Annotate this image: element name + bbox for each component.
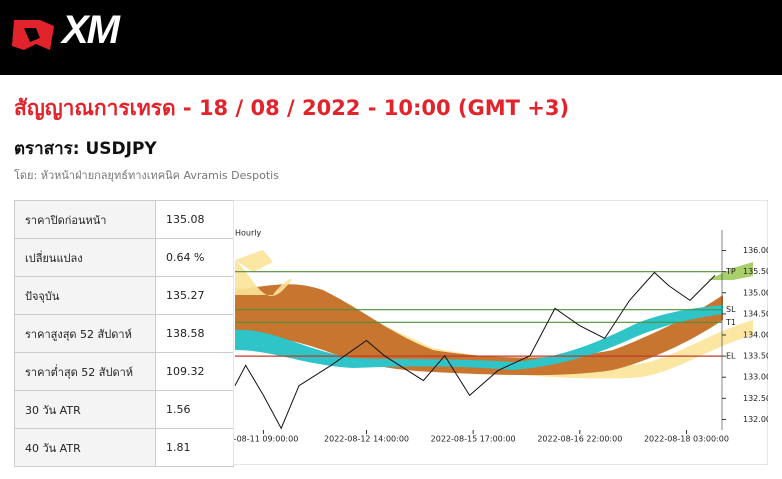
x-tick-label: 2022-08-12 14:00:00	[324, 435, 409, 444]
y-tick-label: 133.50	[743, 352, 768, 361]
table-row: เปลี่ยนแปลง 0.64 %	[14, 238, 234, 277]
row-label: 40 วัน ATR	[14, 428, 156, 467]
level-label: SL	[726, 305, 736, 314]
row-label: 30 วัน ATR	[14, 390, 156, 429]
y-tick-label: 132.50	[743, 394, 768, 403]
x-tick-label: 2022-08-16 22:00:00	[537, 435, 622, 444]
row-value: 135.27	[155, 276, 234, 315]
table-row: ราคาสูงสุด 52 สัปดาห์ 138.58	[14, 314, 234, 353]
chart: Hourly 132.00 132.50 133.00 133.50 134.00 134.…	[233, 200, 768, 465]
x-tick-label: 2-08-11 09:00:00	[233, 435, 298, 444]
table-row: 40 วัน ATR 1.81	[14, 428, 234, 467]
instrument: ตราสาร: USDJPY	[14, 139, 157, 159]
row-label: ราคาต่ำสุด 52 สัปดาห์	[14, 352, 156, 391]
y-tick-label: 132.00	[743, 415, 768, 424]
y-tick-label: 135.50	[743, 267, 768, 276]
row-label: ราคาปิดก่อนหน้า	[14, 200, 156, 239]
level-label: TP	[725, 267, 736, 276]
trend-arrow	[708, 262, 753, 280]
row-value: 1.81	[155, 428, 234, 467]
info-table: ราคาปิดก่อนหน้า 135.08 เปลี่ยนแปลง 0.64 % ปั…	[14, 200, 234, 467]
x-tick-label: 2022-08-15 17:00:00	[431, 435, 516, 444]
y-tick-label: 134.00	[743, 331, 768, 340]
row-label: เปลี่ยนแปลง	[14, 238, 156, 277]
ribbon	[235, 284, 723, 376]
row-value: 135.08	[155, 200, 234, 239]
ribbon	[235, 305, 723, 370]
y-tick-label: 135.00	[743, 288, 768, 297]
author: โดย: หัวหน้าฝ่ายกลยุทธ์ทางเทคนิค Avramis…	[14, 169, 279, 182]
row-value: 1.56	[155, 390, 234, 429]
x-tick-label: 2022-08-18 03:00:00	[644, 435, 729, 444]
y-tick-label: 136.00	[743, 246, 768, 255]
row-value: 109.32	[155, 352, 234, 391]
table-row: ราคาปิดก่อนหน้า 135.08	[14, 200, 234, 239]
logo: XM	[62, 8, 120, 52]
row-label: ปัจจุบัน	[14, 276, 156, 315]
logo-icon	[12, 20, 54, 50]
table-row: 30 วัน ATR 1.56	[14, 390, 234, 429]
header: XM	[0, 0, 782, 75]
table-row: ราคาต่ำสุด 52 สัปดาห์ 109.32	[14, 352, 234, 391]
row-value: 0.64 %	[155, 238, 234, 277]
y-tick-label: 134.50	[743, 309, 768, 318]
title: สัญญาณการเทรด - 18 / 08 / 2022 - 10:00 (…	[14, 96, 570, 120]
price-line	[234, 271, 716, 430]
row-label: ราคาสูงสุด 52 สัปดาห์	[14, 314, 156, 353]
y-tick-label: 133.00	[743, 373, 768, 382]
chart-title: Hourly	[235, 229, 261, 238]
table-row: ปัจจุบัน 135.27	[14, 276, 234, 315]
row-value: 138.58	[155, 314, 234, 353]
level-label: T1	[725, 318, 736, 327]
level-label: EL	[726, 352, 736, 361]
ribbon	[235, 250, 292, 297]
